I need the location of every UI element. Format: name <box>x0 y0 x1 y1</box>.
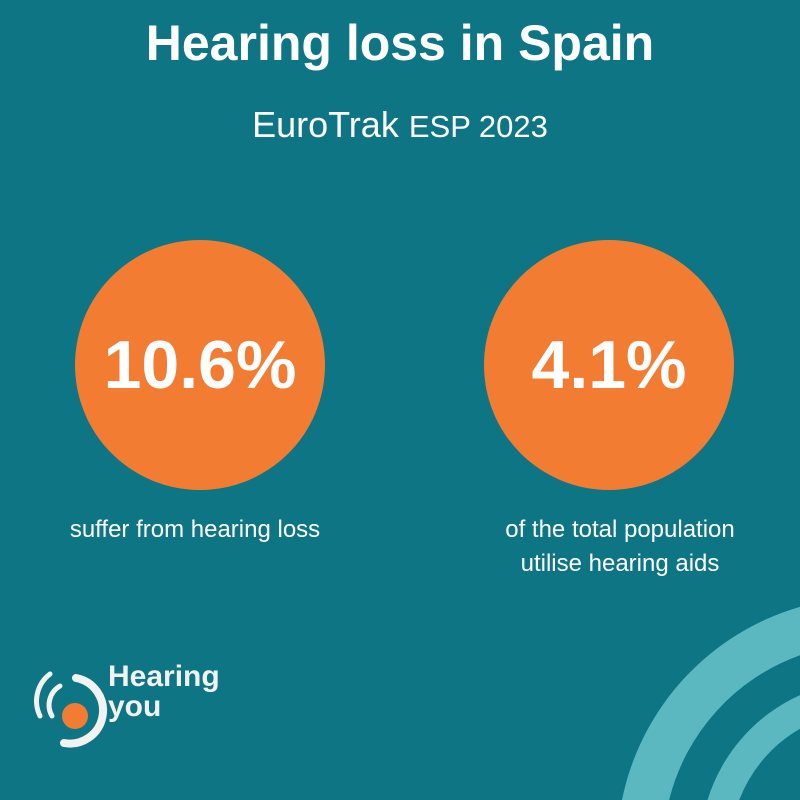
logo-line2: you <box>108 690 162 723</box>
stat-value: 4.1% <box>531 327 687 403</box>
stat-caption-hearing-loss: suffer from hearing loss <box>10 513 380 547</box>
logo-ear-icon <box>34 671 108 748</box>
caption-line: utilise hearing aids <box>520 550 720 577</box>
hearing-you-logo: Hearing you <box>28 662 238 748</box>
page-title: Hearing loss in Spain <box>145 15 655 71</box>
subtitle: EuroTrak ESP 2023 <box>0 104 800 146</box>
subtitle-suffix: ESP 2023 <box>408 109 548 144</box>
logo-line1: Hearing <box>108 660 220 693</box>
stat-value: 10.6% <box>103 327 297 403</box>
logo-text: Hearing you <box>108 662 220 722</box>
caption-line: of the total population <box>505 516 735 543</box>
outer-arc <box>622 606 800 800</box>
inner-arc <box>707 695 800 800</box>
stat-caption-hearing-aids: of the total population utilise hearing … <box>440 513 800 581</box>
subtitle-brand: EuroTrak <box>252 104 399 145</box>
caption-line: suffer from hearing loss <box>69 516 321 543</box>
stat-circle-hearing-loss: 10.6% <box>75 240 325 490</box>
stat-circle-hearing-aids: 4.1% <box>484 240 734 490</box>
